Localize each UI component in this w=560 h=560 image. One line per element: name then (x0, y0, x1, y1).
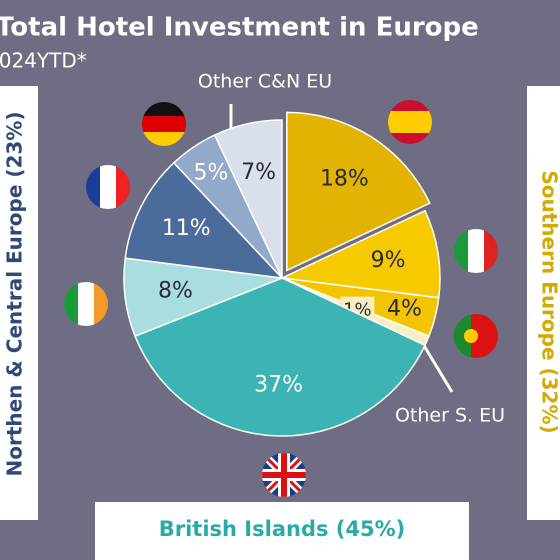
group-label: Northen & Central Europe (23%) (3, 111, 27, 476)
left-group-box (0, 86, 38, 520)
group-label: British Islands (45%) (159, 517, 406, 541)
pie: 18%9%4%1%37%8%11%5% 7% (123, 111, 441, 437)
flag-spain (388, 100, 432, 144)
flag-germany (142, 102, 186, 146)
data-label: 8% (158, 278, 193, 303)
data-label: 7% (241, 160, 276, 185)
pie-slice (124, 161, 284, 280)
data-label: 37% (254, 372, 303, 397)
data-label: 5% (193, 160, 228, 185)
flag-italy (454, 229, 498, 273)
data-label: 11% (162, 216, 211, 241)
pie-slice (286, 111, 431, 272)
data-label: 9% (371, 248, 406, 273)
annotation: Other S. EU (395, 405, 505, 427)
flag-france (86, 165, 130, 209)
chart-title: Total Hotel Investment in Europe (0, 13, 479, 43)
chart-subtitle: 2024YTD* (0, 49, 87, 73)
data-label: 4% (387, 296, 422, 321)
group-label: Southern Europe (32%) (538, 170, 560, 433)
flag-uk (262, 453, 306, 497)
flag-portugal (454, 314, 498, 358)
annotation: Other C&N EU (198, 71, 332, 93)
leader-line (421, 343, 454, 393)
bottom-group-box (95, 502, 469, 560)
pie-slice (279, 209, 441, 299)
data-label: 18% (320, 167, 369, 192)
right-group-box (527, 86, 560, 520)
pie-slice (213, 119, 283, 279)
pie-slice (134, 277, 426, 437)
flag-ireland (64, 282, 108, 326)
